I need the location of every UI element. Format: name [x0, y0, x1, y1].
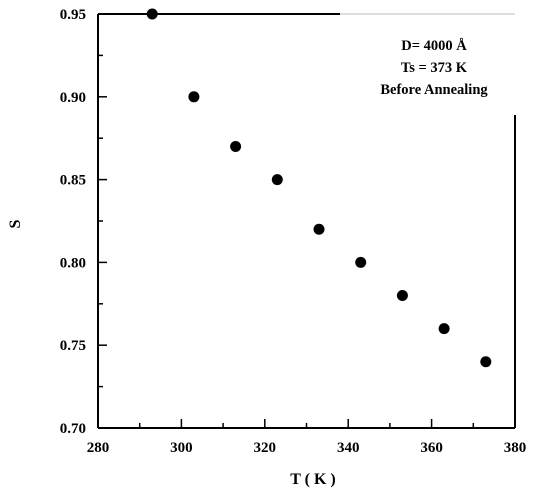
- annotation-box: D= 4000 Å Ts = 373 K Before Annealing: [380, 38, 488, 98]
- annotation-substrate-temp: Ts = 373 K: [401, 60, 468, 76]
- annotation-thickness: D= 4000 Å: [401, 38, 467, 54]
- data-points: [146, 8, 492, 368]
- y-tick-label: 0.85: [60, 173, 86, 189]
- data-point: [146, 8, 158, 20]
- x-tick-label: 340: [337, 440, 360, 456]
- y-tick-label: 0.70: [60, 421, 86, 437]
- y-axis-ticks: 0.70 0.75 0.80 0.85 0.90 0.95: [60, 7, 107, 437]
- data-point: [271, 174, 283, 186]
- y-tick-label: 0.95: [60, 7, 86, 23]
- data-point: [355, 256, 367, 268]
- x-tick-label: 320: [254, 440, 277, 456]
- x-tick-label: 360: [420, 440, 443, 456]
- x-tick-label: 380: [504, 440, 527, 456]
- data-point: [230, 140, 242, 152]
- y-tick-label: 0.75: [60, 338, 86, 354]
- data-point: [438, 323, 450, 335]
- x-axis-ticks: 280 300 320 340 360 380: [87, 419, 527, 456]
- y-axis-title: S: [7, 219, 24, 228]
- x-tick-label: 280: [87, 440, 110, 456]
- annotation-condition: Before Annealing: [380, 82, 488, 98]
- y-tick-label: 0.90: [60, 90, 86, 106]
- data-point: [313, 223, 325, 235]
- data-point: [480, 356, 492, 368]
- data-point: [188, 91, 200, 103]
- axes: [97, 13, 516, 429]
- x-axis-title: T ( K ): [290, 471, 335, 488]
- x-tick-label: 300: [170, 440, 193, 456]
- data-point: [396, 290, 408, 302]
- y-tick-label: 0.80: [60, 255, 86, 271]
